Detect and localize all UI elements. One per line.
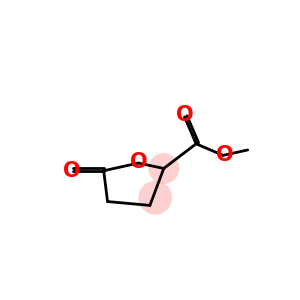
Circle shape [148,153,179,184]
Text: O: O [216,146,233,165]
Text: O: O [130,152,147,172]
Text: O: O [176,105,194,125]
Circle shape [138,181,172,214]
Text: O: O [62,161,80,181]
